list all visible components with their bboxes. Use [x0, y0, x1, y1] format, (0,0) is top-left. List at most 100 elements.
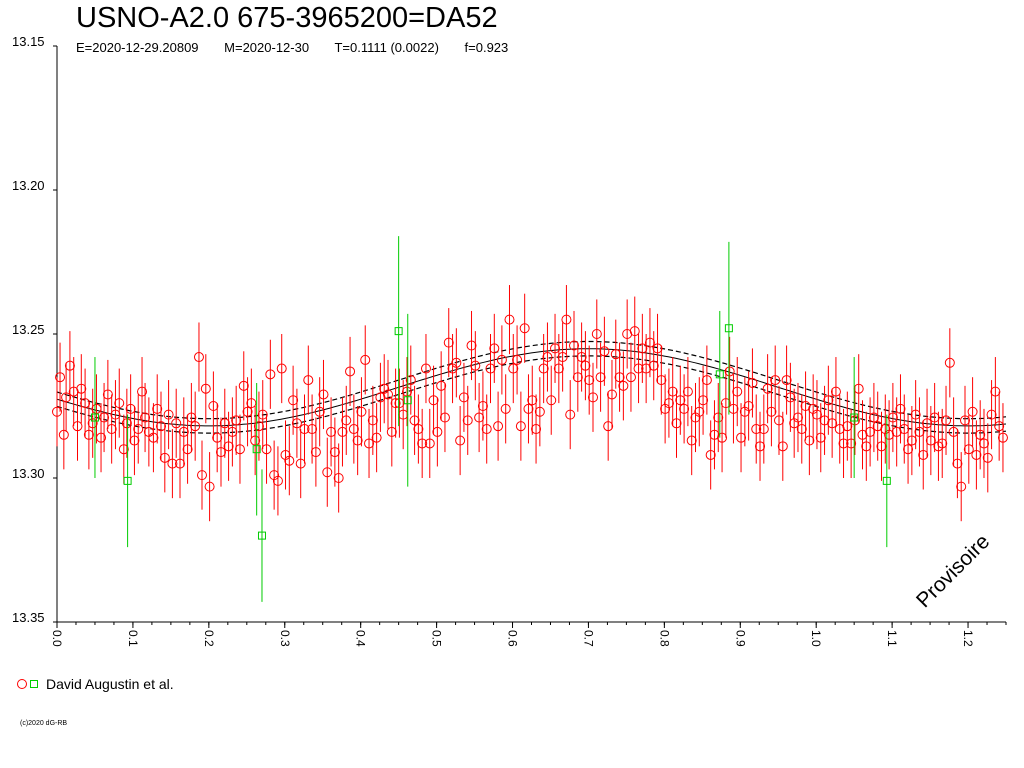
circle-marker-icon	[17, 679, 27, 689]
data-point-circle	[178, 426, 189, 437]
data-point-circle	[572, 372, 583, 383]
chart-subtitle: E=2020-12-29.20809 M=2020-12-30 T=0.1111…	[76, 40, 530, 55]
data-point-circle	[622, 329, 633, 339]
max-label: M=2020-12-30	[224, 40, 310, 55]
data-point-circle	[944, 357, 955, 368]
data-point-circle	[318, 389, 329, 400]
data-point-circle	[804, 435, 815, 446]
data-point-circle	[747, 377, 758, 388]
data-point-circle	[295, 458, 306, 469]
data-point-circle	[925, 435, 936, 446]
data-point-circle	[565, 409, 576, 420]
fit-upper-band	[56, 340, 1007, 420]
data-point-circle	[159, 452, 170, 463]
data-point-circle	[766, 406, 777, 417]
data-point-circle	[975, 429, 986, 440]
data-point-circle	[823, 395, 834, 406]
data-point-circle	[114, 398, 125, 409]
data-point-circle	[99, 412, 110, 423]
data-point-square	[123, 476, 132, 485]
data-point-circle	[773, 415, 784, 426]
data-point-circle	[679, 403, 690, 414]
data-point-circle	[401, 386, 412, 397]
data-point-circle	[997, 432, 1008, 443]
data-point-circle	[174, 458, 185, 469]
data-point-circle	[743, 401, 754, 411]
data-point-circle	[371, 432, 382, 443]
data-point-circle	[137, 386, 148, 397]
data-point-circle	[701, 375, 712, 386]
data-point-circle	[80, 398, 91, 409]
epoch-label: E=2020-12-29.20809	[76, 40, 199, 55]
data-point-circle	[118, 444, 129, 455]
data-point-circle	[868, 412, 879, 423]
data-point-circle	[846, 438, 857, 449]
data-point-circle	[941, 415, 952, 426]
data-point-circle	[458, 392, 469, 403]
data-point-circle	[186, 412, 197, 423]
data-point-circle	[204, 481, 215, 492]
data-point-circle	[887, 412, 898, 423]
data-point-circle	[257, 409, 268, 420]
data-point-circle	[329, 447, 340, 458]
data-point-circle	[284, 455, 295, 466]
x-tick-label: 0.1	[126, 630, 140, 647]
data-point-circle	[963, 444, 974, 455]
data-point-square	[90, 413, 99, 422]
data-point-circle	[550, 343, 561, 354]
data-point-circle	[891, 426, 902, 437]
data-point-circle	[857, 429, 868, 440]
data-point-circle	[948, 426, 959, 437]
y-tick-label: 13.25	[12, 322, 45, 337]
data-point-circle	[910, 409, 921, 420]
data-point-circle	[76, 383, 87, 394]
data-point-circle	[413, 424, 424, 435]
data-point-circle	[200, 383, 211, 394]
data-point-circle	[584, 375, 595, 386]
data-point-circle	[599, 346, 610, 357]
data-point-circle	[383, 389, 394, 400]
data-point-circle	[523, 403, 534, 414]
data-point-square	[252, 445, 261, 454]
data-point-circle	[58, 429, 69, 440]
data-point-circle	[261, 444, 272, 455]
data-point-circle	[675, 395, 686, 406]
data-point-circle	[152, 403, 163, 414]
data-point-circle	[156, 421, 167, 432]
data-point-circle	[800, 401, 811, 411]
data-point-circle	[656, 375, 667, 386]
data-point-circle	[819, 415, 830, 426]
data-point-circle	[348, 424, 359, 435]
data-point-circle	[193, 352, 204, 363]
data-point-circle	[219, 418, 230, 429]
data-point-circle	[667, 386, 678, 397]
data-point-circle	[265, 369, 276, 380]
data-point-circle	[447, 363, 458, 374]
data-point-circle	[644, 337, 655, 348]
legend: David Augustin et al.	[17, 676, 174, 692]
data-point-circle	[717, 432, 728, 443]
data-point-circle	[470, 360, 481, 371]
data-point-circle	[238, 380, 249, 391]
x-tick-label: 0.0	[50, 630, 64, 647]
data-point-circle	[990, 386, 1001, 397]
data-point-circle	[736, 432, 747, 443]
data-point-circle	[242, 406, 253, 417]
data-point-square	[882, 476, 891, 485]
data-point-circle	[436, 380, 447, 391]
x-tick-label: 1.2	[961, 630, 975, 647]
data-point-circle	[633, 363, 644, 374]
x-tick-label: 0.8	[657, 630, 671, 647]
data-point-circle	[493, 421, 504, 432]
data-point-circle	[451, 357, 462, 368]
data-point-circle	[960, 415, 971, 426]
data-point-circle	[576, 352, 587, 363]
data-point-square	[715, 370, 724, 379]
data-point-circle	[364, 438, 375, 449]
data-point-circle	[489, 343, 500, 354]
data-point-circle	[182, 444, 193, 455]
data-point-circle	[625, 372, 636, 383]
data-point-circle	[713, 412, 724, 423]
data-point-circle	[96, 432, 107, 443]
data-point-circle	[432, 426, 443, 437]
